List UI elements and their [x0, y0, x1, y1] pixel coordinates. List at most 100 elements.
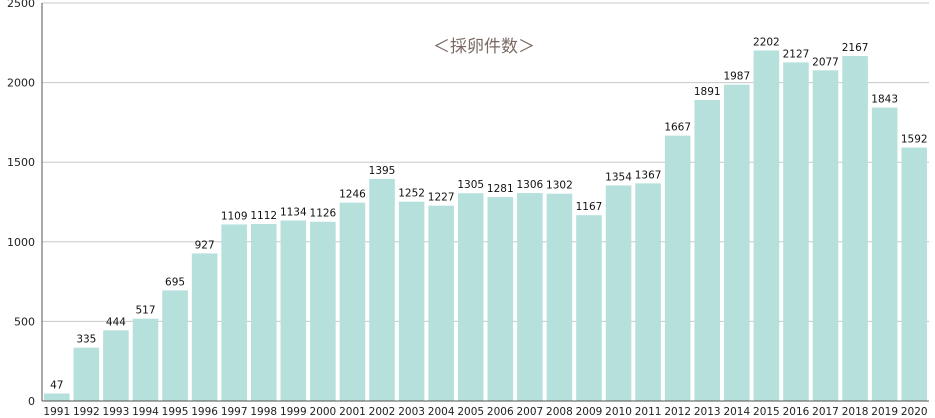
value-label: 1367	[635, 169, 662, 181]
x-tick-label: 2009	[576, 406, 603, 418]
value-label: 1891	[694, 86, 721, 98]
value-label: 444	[106, 316, 126, 328]
x-tick-label: 2003	[398, 406, 425, 418]
bar	[605, 185, 632, 401]
bar	[457, 193, 484, 401]
value-label: 2077	[812, 56, 839, 68]
value-label: 2202	[753, 36, 780, 48]
x-tick-label: 1999	[280, 406, 307, 418]
bar	[73, 347, 100, 401]
x-tick-label: 1991	[43, 406, 70, 418]
bar	[487, 197, 514, 401]
value-label: 1252	[398, 188, 425, 200]
value-label: 1112	[250, 210, 277, 222]
value-label: 1126	[310, 208, 337, 220]
y-tick-label: 1500	[7, 156, 35, 169]
x-tick-label: 2006	[487, 406, 514, 418]
bar	[517, 193, 543, 401]
bar	[44, 393, 70, 401]
gridlines	[42, 2, 929, 322]
x-tick-label: 2004	[428, 406, 455, 418]
value-label: 1281	[487, 183, 514, 195]
x-tick-label: 2007	[516, 406, 543, 418]
x-tick-label: 1993	[103, 406, 130, 418]
value-labels-group: 47 335 444 517 695 927 1109 1112 1134 11261246139…	[50, 36, 927, 391]
x-tick-label: 2013	[694, 406, 721, 418]
bar	[369, 178, 395, 401]
value-label: 1302	[546, 180, 573, 192]
bar	[428, 205, 454, 401]
x-tick-label: 2011	[635, 406, 662, 418]
x-tick-label: 2001	[339, 406, 366, 418]
x-tick-label: 2018	[842, 406, 869, 418]
value-label: 1305	[457, 179, 484, 191]
value-label: 1843	[871, 94, 898, 106]
x-tick-label: 1996	[191, 406, 218, 418]
bar	[694, 99, 721, 402]
x-tick-label: 2005	[457, 406, 484, 418]
value-label: 695	[165, 276, 185, 288]
value-label: 1306	[516, 179, 543, 191]
bar	[635, 183, 661, 401]
bar	[783, 62, 809, 402]
value-label: 1246	[339, 189, 366, 201]
x-axis-ticks: 1991 1992 1993 1994 1995 1996 1997 1998 1999 2000…	[43, 406, 927, 418]
bars-group	[44, 50, 927, 402]
chart-title: ＜採卵件数＞	[433, 37, 535, 57]
x-tick-label: 2008	[546, 406, 573, 418]
y-tick-label: 1000	[7, 236, 35, 249]
bar	[191, 253, 218, 401]
value-label: 927	[195, 239, 215, 251]
value-label: 1227	[428, 192, 455, 204]
bar	[753, 50, 780, 402]
y-tick-label: 2500	[7, 0, 35, 10]
bar	[250, 223, 277, 401]
x-tick-label: 2020	[901, 406, 928, 418]
bar	[280, 220, 307, 401]
x-tick-label: 2010	[605, 406, 632, 418]
value-label: 1395	[369, 165, 396, 177]
bar	[724, 84, 750, 401]
x-tick-label: 2002	[369, 406, 396, 418]
bar	[901, 147, 927, 401]
value-label: 1354	[605, 171, 632, 183]
x-tick-label: 2000	[310, 406, 337, 418]
value-label: 335	[76, 334, 96, 346]
x-tick-label: 1992	[73, 406, 100, 418]
bar	[812, 70, 839, 401]
value-label: 1987	[723, 71, 750, 83]
x-tick-label: 2016	[783, 406, 810, 418]
bar	[132, 318, 159, 401]
value-label: 2167	[842, 42, 869, 54]
x-tick-label: 2014	[723, 406, 750, 418]
y-tick-label: 500	[14, 315, 35, 328]
x-tick-label: 1995	[162, 406, 189, 418]
value-label: 1667	[664, 122, 691, 134]
bar	[398, 201, 425, 401]
x-tick-label: 2015	[753, 406, 780, 418]
value-label: 47	[50, 380, 63, 392]
bar	[339, 202, 366, 401]
value-label: 1592	[901, 134, 928, 146]
y-tick-label: 0	[28, 395, 35, 408]
x-tick-label: 2012	[664, 406, 691, 418]
x-tick-label: 1997	[221, 406, 248, 418]
x-tick-label: 2017	[812, 406, 839, 418]
value-label: 2127	[783, 48, 810, 60]
bar	[576, 215, 602, 401]
bar	[664, 135, 691, 402]
bar	[871, 107, 898, 402]
x-tick-label: 2019	[871, 406, 898, 418]
value-label: 517	[135, 305, 155, 317]
y-tick-label: 2000	[7, 77, 35, 90]
x-tick-label: 1994	[132, 406, 159, 418]
value-label: 1134	[280, 206, 307, 218]
bar	[842, 56, 868, 401]
value-label: 1167	[576, 201, 603, 213]
x-tick-label: 1998	[250, 406, 277, 418]
y-axis-ticks: 0 500 1000 1500 2000 2500	[7, 0, 35, 408]
bar	[221, 224, 247, 401]
bar	[103, 330, 129, 401]
bar	[310, 221, 336, 401]
